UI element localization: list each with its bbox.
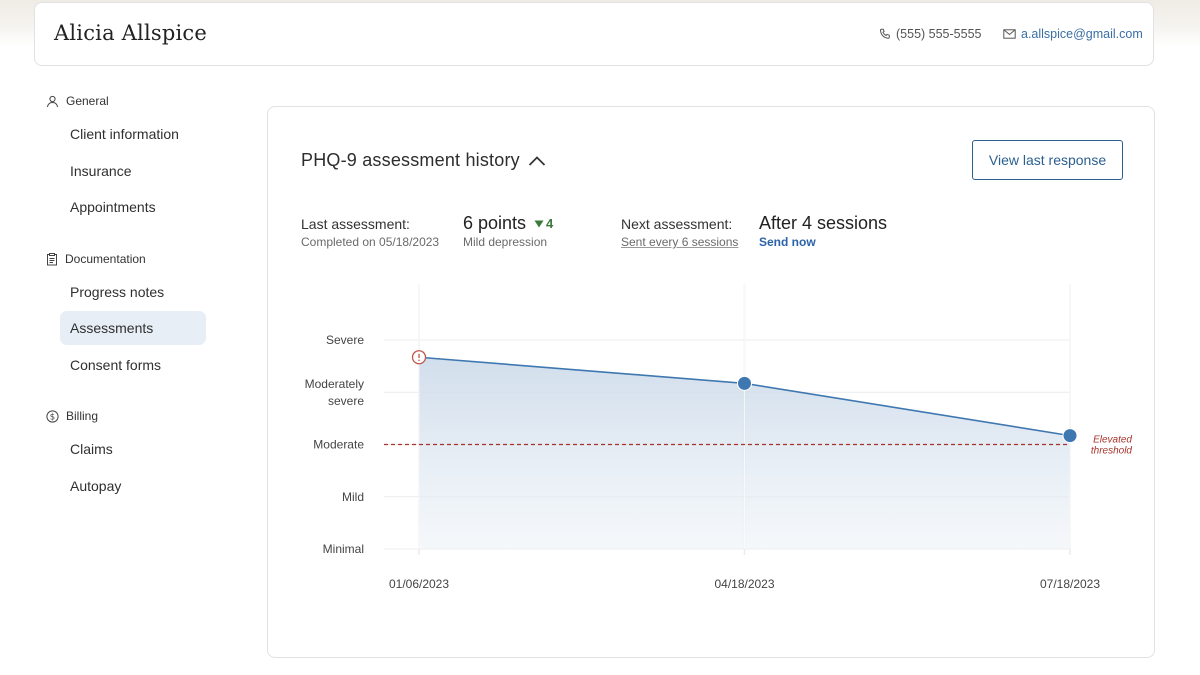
y-tick-label: Minimal <box>323 542 364 556</box>
last-assessment-label: Last assessment: <box>301 216 410 232</box>
send-now-link[interactable]: Send now <box>759 235 816 249</box>
next-assessment-label: Next assessment: <box>621 216 733 232</box>
svg-text:$: $ <box>50 412 55 422</box>
severity-label: Mild depression <box>463 235 548 249</box>
sidebar-item-consent-forms[interactable]: Consent forms <box>70 357 162 373</box>
next-assessment-value: After 4 sessions <box>759 213 888 233</box>
threshold-label: threshold <box>1091 446 1133 457</box>
warning-dot <box>418 359 420 362</box>
email-address: a.allspice@gmail.com <box>1021 27 1143 41</box>
x-tick-label: 01/06/2023 <box>389 577 449 591</box>
assessment-frequency-link[interactable]: Sent every 6 sessions <box>621 235 739 249</box>
sidebar-item-client-information[interactable]: Client information <box>70 126 179 142</box>
chevron-up-icon <box>528 155 545 166</box>
sidebar-item-insurance[interactable]: Insurance <box>70 163 132 179</box>
y-tick-label: Moderately <box>305 377 364 391</box>
score-points: 6 points <box>463 213 527 233</box>
data-point <box>1062 428 1078 444</box>
client-name: Alicia Allspice <box>54 21 207 45</box>
sidebar-item-claims[interactable]: Claims <box>70 441 113 457</box>
view-last-response-button[interactable]: View last response <box>972 140 1123 180</box>
section-label: Billing <box>66 409 99 423</box>
person-icon <box>47 95 58 107</box>
y-tick-label: Moderate <box>313 438 364 452</box>
assessment-card: PHQ-9 assessment history View last respo… <box>267 106 1155 658</box>
phone-contact[interactable]: (555) 555-5555 <box>879 27 981 41</box>
document-icon <box>47 252 57 265</box>
email-contact[interactable]: a.allspice@gmail.com <box>1003 27 1143 41</box>
y-tick-label: Severe <box>326 333 364 347</box>
sidebar-item-appointments[interactable]: Appointments <box>70 199 156 215</box>
sidebar-item-progress-notes[interactable]: Progress notes <box>70 284 165 300</box>
dollar-icon: $ <box>46 409 59 422</box>
x-tick-label: 07/18/2023 <box>1040 577 1100 591</box>
score-change-value: 4 <box>546 216 554 231</box>
y-tick-label: Mild <box>342 490 364 504</box>
phone-icon <box>879 28 890 39</box>
sidebar-item-autopay[interactable]: Autopay <box>70 478 122 494</box>
score-change-badge: 4 <box>534 216 553 231</box>
x-tick-label: 04/18/2023 <box>714 577 774 591</box>
mail-icon <box>1003 29 1016 39</box>
y-tick-label: severe <box>328 394 364 408</box>
section-billing: $ Billing <box>46 409 98 423</box>
client-header: Alicia Allspice (555) 555-5555 a.allspic… <box>34 2 1154 66</box>
last-assessment-date: Completed on 05/18/2023 <box>301 235 440 249</box>
section-documentation: Documentation <box>46 252 146 266</box>
section-general: General <box>46 94 109 108</box>
sidebar-item-assessments[interactable]: Assessments <box>60 311 206 345</box>
triangle-down-icon <box>534 220 544 227</box>
assessment-title-toggle[interactable]: PHQ-9 assessment history <box>301 150 546 171</box>
threshold-label: Elevated <box>1093 435 1132 446</box>
data-point <box>737 375 752 391</box>
assessment-title: PHQ-9 assessment history <box>301 150 520 170</box>
section-label: Documentation <box>65 252 146 266</box>
section-label: General <box>66 94 109 108</box>
phone-number: (555) 555-5555 <box>896 27 982 41</box>
